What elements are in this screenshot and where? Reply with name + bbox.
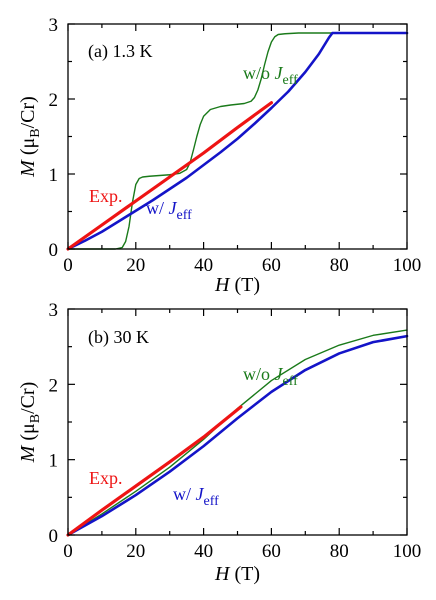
panel-b-label-without-jeff: w/o Jeff <box>243 364 298 389</box>
panel-a-x-tick-label: 40 <box>194 255 213 276</box>
panel-a-label-without-jeff: w/o Jeff <box>243 63 298 88</box>
panel-b-series-line-with-jeff <box>66 334 409 537</box>
panel-a-x-tick-label: 20 <box>126 255 145 276</box>
panel-b-series-line-exp <box>66 405 243 537</box>
panel-b-label-exp: Exp. <box>89 468 123 488</box>
panel-b-label-with-jeff: w/ Jeff <box>173 484 219 509</box>
panel-b-x-tick-label: 60 <box>262 541 281 562</box>
panel-a-series-line-without-jeff <box>67 32 408 250</box>
panel-a-y-tick-label: 2 <box>49 90 59 111</box>
panel-a-series-line-with-jeff <box>66 31 409 251</box>
panel-a-panel-label: (a) 1.3 K <box>88 41 152 62</box>
panel-a-x-tick-label: 80 <box>330 255 349 276</box>
panel-a-series-line-exp <box>66 101 273 251</box>
panel-b-x-tick-label: 40 <box>194 541 213 562</box>
panel-a-label-with-jeff: w/ Jeff <box>146 198 192 223</box>
panel-b-x-tick-label: 0 <box>63 541 73 562</box>
panel-a-series <box>66 31 409 251</box>
panel-a: 0 20 40 60 80 100 0 1 2 3 H (T) M (μB/Cr) (a) 1.3 K w… <box>17 15 421 296</box>
panel-a-x-tick-label: 100 <box>393 255 422 276</box>
panel-b-y-tick-label: 2 <box>49 375 59 396</box>
panel-a-x-axis-label: H (T) <box>214 274 260 296</box>
panel-b: 0 20 40 60 80 100 0 1 2 3 H (T) M (μB/Cr) (b) 30 K w/… <box>17 300 421 585</box>
panel-b-series <box>66 329 409 537</box>
panel-a-x-tick-label: 60 <box>262 255 281 276</box>
panel-a-y-axis-label: M (μB/Cr) <box>17 96 43 178</box>
panel-a-y-tick-label: 0 <box>49 240 59 261</box>
panel-b-y-axis-label: M (μB/Cr) <box>17 382 43 464</box>
panel-b-x-tick-label: 80 <box>330 541 349 562</box>
panel-a-x-tick-label: 0 <box>63 255 73 276</box>
panel-b-x-axis-label: H (T) <box>214 563 260 585</box>
panel-a-label-exp: Exp. <box>89 186 123 206</box>
panel-b-x-tick-label: 100 <box>393 541 422 562</box>
panel-b-panel-label: (b) 30 K <box>88 327 149 348</box>
panel-a-y-tick-label: 3 <box>49 15 59 36</box>
panel-a-y-tick-label: 1 <box>49 165 59 186</box>
panel-b-y-tick-label: 3 <box>49 300 59 321</box>
panel-b-x-tick-label: 20 <box>126 541 145 562</box>
panel-b-y-tick-label: 1 <box>49 451 59 472</box>
panel-b-y-tick-label: 0 <box>49 526 59 547</box>
